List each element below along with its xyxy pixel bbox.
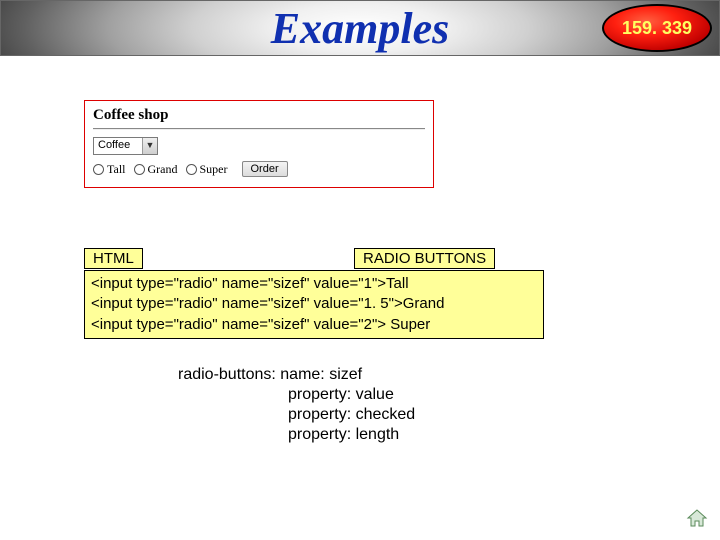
props-line: property: value (288, 385, 636, 405)
order-button[interactable]: Order (242, 161, 288, 177)
form-heading: Coffee shop (93, 105, 425, 128)
code-line: <input type="radio" name="sizef" value="… (91, 275, 409, 292)
radio-icon (134, 164, 145, 175)
home-icon[interactable] (686, 508, 708, 528)
props-line: property: checked (288, 405, 636, 425)
chevron-down-icon: ▼ (142, 138, 157, 154)
form-radio-row: Tall Grand Super Order (93, 161, 425, 177)
radio-option-super[interactable]: Super (186, 162, 228, 177)
coffee-form-figure: Coffee shop Coffee▼ Tall Grand Super Ord… (84, 100, 434, 188)
code-line: <input type="radio" name="sizef" value="… (91, 316, 430, 333)
radio-label: Tall (107, 162, 126, 177)
slide-number-badge: 159. 339 (602, 4, 712, 52)
props-line: property: length (288, 425, 636, 445)
page-title: Examples (271, 3, 449, 54)
code-snippet-box: <input type="radio" name="sizef" value="… (84, 270, 544, 339)
code-line: <input type="radio" name="sizef" value="… (91, 295, 444, 312)
slide-content: Coffee shop Coffee▼ Tall Grand Super Ord… (0, 56, 720, 540)
radio-label: Super (200, 162, 228, 177)
radio-icon (186, 164, 197, 175)
form-divider (93, 128, 425, 129)
properties-block: radio-buttons: name: sizef property: val… (178, 365, 636, 445)
slide-number: 159. 339 (622, 18, 692, 39)
coffee-select[interactable]: Coffee▼ (93, 137, 158, 155)
radio-icon (93, 164, 104, 175)
form-select-row: Coffee▼ (93, 135, 425, 155)
radio-option-grand[interactable]: Grand (134, 162, 178, 177)
label-html: HTML (84, 248, 143, 269)
label-radio-buttons: RADIO BUTTONS (354, 248, 495, 269)
props-line: radio-buttons: name: sizef (178, 365, 636, 385)
section-labels-row: HTML RADIO BUTTONS (84, 248, 636, 270)
select-value: Coffee (94, 138, 142, 151)
radio-option-tall[interactable]: Tall (93, 162, 126, 177)
radio-label: Grand (148, 162, 178, 177)
